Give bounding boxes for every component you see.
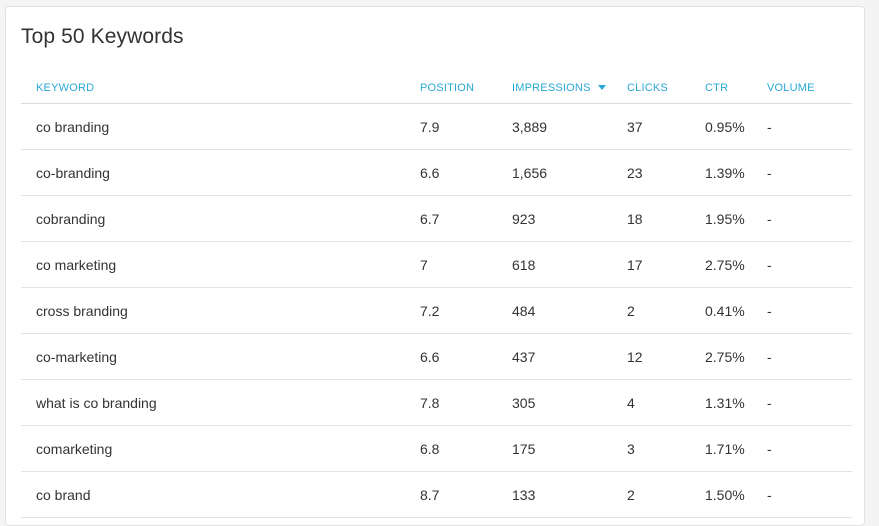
cell-keyword: co brand [36,487,91,503]
cell-ctr: 0.41% [705,303,745,319]
cell-keyword: co marketing [36,257,117,273]
cell-volume: - [767,211,772,227]
cell-ctr: 1.39% [705,165,745,181]
cell-keyword: co-branding [36,165,110,181]
cell-position: 7.9 [420,119,440,135]
table-body: co branding 7.9 3,889 37 0.95% - co-branding 6.… [21,104,852,518]
panel-title: Top 50 Keywords [21,25,184,48]
table-row: co brand 8.7 133 2 1.50% - [21,472,852,518]
cell-ctr: 2.75% [705,349,745,365]
table-row: co-marketing 6.6 437 12 2.75% - [21,334,852,380]
cell-impressions: 1,656 [512,165,548,181]
cell-keyword: co-marketing [36,349,117,365]
cell-volume: - [767,441,772,457]
cell-keyword: comarketing [36,441,113,457]
cell-position: 6.6 [420,165,440,181]
cell-position: 8.7 [420,487,440,503]
cell-impressions: 484 [512,303,536,319]
cell-volume: - [767,119,772,135]
cell-impressions: 133 [512,487,536,503]
cell-position: 6.8 [420,441,440,457]
cell-keyword: co branding [36,119,110,135]
cell-clicks: 4 [627,395,635,411]
cell-impressions: 3,889 [512,119,548,135]
cell-position: 7.8 [420,395,440,411]
table-row: comarketing 6.8 175 3 1.71% - [21,426,852,472]
cell-impressions: 175 [512,441,536,457]
cell-clicks: 2 [627,303,635,319]
cell-position: 7 [420,257,428,273]
cell-clicks: 18 [627,211,643,227]
cell-ctr: 1.31% [705,395,745,411]
table-row: co branding 7.9 3,889 37 0.95% - [21,104,852,150]
column-header-volume[interactable]: VOLUME [767,82,815,94]
cell-ctr: 2.75% [705,257,745,273]
cell-ctr: 0.95% [705,119,745,135]
cell-ctr: 1.50% [705,487,745,503]
table-header: KEYWORD POSITION IMPRESSIONS CLICKS CTR … [21,69,852,104]
cell-clicks: 17 [627,257,643,273]
cell-clicks: 12 [627,349,643,365]
cell-ctr: 1.95% [705,211,745,227]
cell-clicks: 3 [627,441,635,457]
cell-position: 6.6 [420,349,440,365]
cell-volume: - [767,349,772,365]
cell-keyword: what is co branding [36,395,157,411]
cell-volume: - [767,395,772,411]
sort-desc-icon [597,84,606,90]
table-row: what is co branding 7.8 305 4 1.31% - [21,380,852,426]
cell-volume: - [767,303,772,319]
table-row: cobranding 6.7 923 18 1.95% - [21,196,852,242]
column-header-clicks[interactable]: CLICKS [627,82,668,94]
cell-volume: - [767,257,772,273]
cell-impressions: 618 [512,257,536,273]
cell-position: 7.2 [420,303,440,319]
table-row: co marketing 7 618 17 2.75% - [21,242,852,288]
cell-clicks: 2 [627,487,635,503]
cell-keyword: cross branding [36,303,128,319]
cell-clicks: 23 [627,165,643,181]
cell-clicks: 37 [627,119,643,135]
cell-impressions: 437 [512,349,536,365]
cell-volume: - [767,165,772,181]
cell-impressions: 923 [512,211,536,227]
cell-ctr: 1.71% [705,441,745,457]
cell-impressions: 305 [512,395,536,411]
cell-volume: - [767,487,772,503]
cell-keyword: cobranding [36,211,106,227]
table-row: co-branding 6.6 1,656 23 1.39% - [21,150,852,196]
table-row: cross branding 7.2 484 2 0.41% - [21,288,852,334]
column-header-position[interactable]: POSITION [420,82,475,94]
cell-position: 6.7 [420,211,440,227]
keywords-panel: Top 50 Keywords KEYWORD POSITION IMPRESS… [5,6,865,526]
column-header-ctr[interactable]: CTR [705,82,729,94]
column-header-impressions-label: IMPRESSIONS [512,82,591,94]
column-header-keyword[interactable]: KEYWORD [36,82,95,94]
keywords-table: KEYWORD POSITION IMPRESSIONS CLICKS CTR … [21,69,852,518]
column-header-impressions[interactable]: IMPRESSIONS [512,82,606,94]
